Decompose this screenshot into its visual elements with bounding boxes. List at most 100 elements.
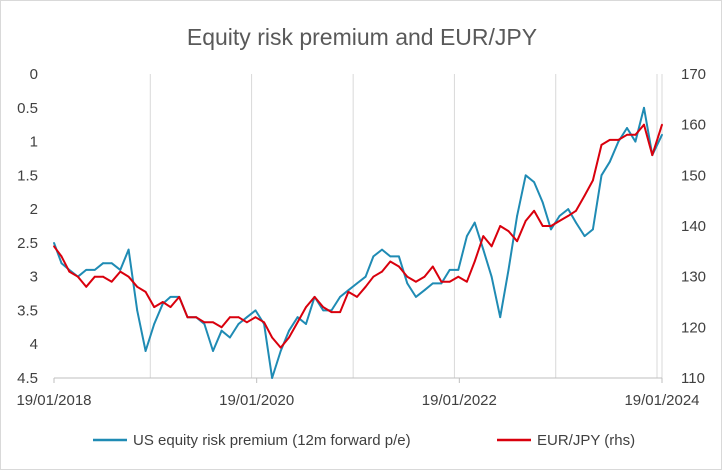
data-point-eurjpy [507,230,510,233]
legend: US equity risk premium (12m forward p/e)… [93,432,635,449]
y-left-tick-label: 0 [30,66,38,83]
data-point-erp [364,275,367,278]
data-point-eurjpy [136,285,139,288]
data-point-erp [626,127,628,129]
data-point-erp [305,323,307,325]
data-point-eurjpy [339,311,341,313]
data-point-erp [567,208,570,211]
data-point-erp [516,215,518,217]
y-left-tick-label: 4.5 [17,370,38,387]
data-point-eurjpy [229,316,231,319]
y-left-tick-label: 1.5 [17,167,38,184]
y-left-tick-label: 3.5 [17,302,38,319]
data-point-erp [398,255,400,258]
data-point-eurjpy [406,275,409,278]
y-right-tick-label: 140 [681,218,706,235]
data-point-erp [507,269,510,271]
data-point-eurjpy [448,280,451,283]
data-point-eurjpy [473,260,476,263]
data-point-erp [119,269,122,271]
data-point-erp [473,221,476,224]
data-point-erp [169,296,172,298]
data-point-erp [53,242,55,244]
data-point-erp [136,309,139,312]
data-point-eurjpy [415,280,417,283]
legend-label-eurjpy: EUR/JPY (rhs) [537,432,635,449]
data-point-eurjpy [220,326,223,329]
data-point-eurjpy [296,321,299,324]
data-point-eurjpy [178,296,181,298]
data-point-eurjpy [271,336,273,339]
y-right-tick-label: 160 [681,117,706,134]
data-point-eurjpy [490,245,493,248]
y-right-tick-label: 130 [681,269,706,286]
data-point-erp [608,160,611,163]
data-point-eurjpy [263,321,265,324]
data-point-erp [85,269,88,271]
data-point-erp [592,228,594,231]
data-point-eurjpy [626,133,628,136]
data-point-eurjpy [330,311,333,313]
chart-title: Equity risk premium and EUR/JPY [187,24,537,50]
data-point-eurjpy [305,306,307,308]
series-line-eurjpy [53,123,663,349]
data-point-erp [541,201,544,204]
data-point-eurjpy [203,321,206,324]
y-left-tick-label: 4 [30,336,38,353]
data-point-erp [271,377,273,379]
data-point-erp [144,350,147,352]
data-point-eurjpy [643,123,645,126]
y-left-tick-label: 2 [30,201,38,218]
data-point-erp [448,269,451,271]
y-left-tick-label: 0.5 [17,100,38,117]
data-point-eurjpy [212,321,214,324]
data-point-eurjpy [381,270,383,273]
data-point-eurjpy [356,296,358,298]
data-point-erp [583,235,586,238]
y-left-tick-label: 3 [30,269,38,286]
data-point-erp [102,262,104,265]
data-point-erp [372,255,375,258]
axis-layer: 0 0.5 1 1.5 2 2.5 3 3.5 4 4.5 110 120 130 140 150 160 17… [16,66,706,409]
data-point-erp [127,248,130,251]
data-point-erp [356,282,358,285]
data-point-eurjpy [68,270,71,273]
data-point-eurjpy [466,280,468,283]
data-point-eurjpy [482,235,485,238]
data-point-erp [110,262,113,265]
data-point-eurjpy [533,209,535,212]
data-point-eurjpy [364,285,367,288]
data-point-erp [237,323,240,325]
data-point-eurjpy [499,225,502,227]
data-point-erp [524,174,527,177]
y-right-tick-label: 170 [681,66,706,83]
data-point-eurjpy [634,133,637,136]
data-point-eurjpy [322,306,325,308]
data-point-eurjpy [313,296,316,298]
data-point-erp [634,140,637,143]
y-right-tick-label: 150 [681,167,706,184]
x-tick-label: 19/01/2018 [16,392,91,409]
data-point-erp [457,269,460,271]
data-point-eurjpy [661,123,663,126]
data-point-erp [339,296,341,298]
data-point-eurjpy [347,291,350,293]
data-point-erp [347,289,350,292]
x-tick-label: 19/01/2024 [624,392,699,409]
data-point-erp [490,275,493,278]
data-point-erp [533,181,535,184]
data-point-eurjpy [77,275,79,278]
data-point-eurjpy [524,220,527,222]
data-point-eurjpy [440,280,443,283]
data-point-erp [406,282,409,285]
data-point-eurjpy [195,316,198,319]
series-line-erp [53,106,663,379]
data-point-erp [288,329,290,332]
data-point-eurjpy [110,280,113,283]
data-point-eurjpy [288,336,290,339]
data-point-eurjpy [53,245,55,248]
data-point-erp [661,133,663,136]
data-point-eurjpy [237,316,240,319]
data-point-erp [93,269,96,271]
